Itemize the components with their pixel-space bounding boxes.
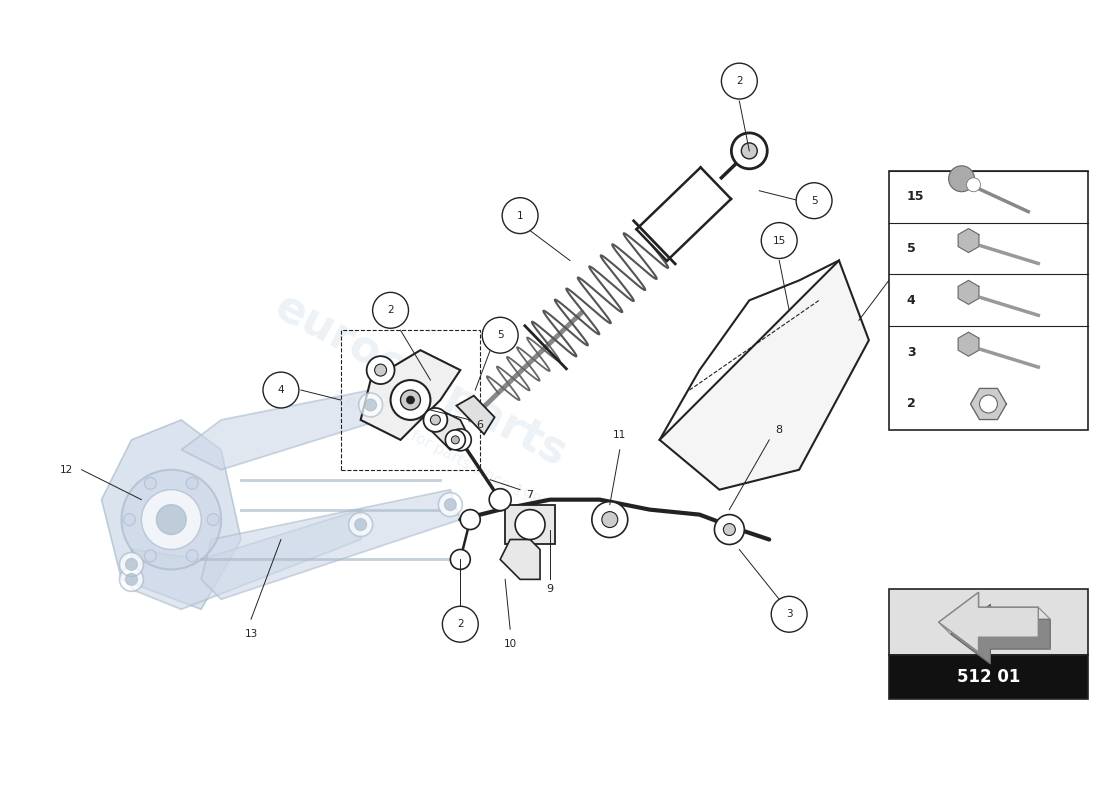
Circle shape [263, 372, 299, 408]
Circle shape [979, 395, 998, 413]
Circle shape [450, 550, 471, 570]
Text: 4: 4 [906, 294, 915, 307]
Circle shape [732, 133, 767, 169]
Circle shape [144, 550, 156, 562]
Circle shape [450, 429, 471, 451]
Circle shape [442, 606, 478, 642]
Text: 2: 2 [387, 306, 394, 315]
Text: 14: 14 [892, 266, 905, 275]
Polygon shape [660, 261, 869, 490]
Text: 10: 10 [504, 639, 517, 649]
Text: 8: 8 [776, 425, 783, 435]
Polygon shape [970, 389, 1007, 419]
Text: 11: 11 [613, 430, 626, 440]
Text: 512 01: 512 01 [957, 668, 1020, 686]
Circle shape [490, 489, 512, 510]
Circle shape [515, 510, 544, 539]
Text: 12: 12 [60, 465, 74, 474]
Text: eurocarparts: eurocarparts [267, 285, 574, 475]
Text: 15: 15 [772, 235, 785, 246]
Circle shape [207, 514, 219, 526]
Text: 6: 6 [476, 420, 484, 430]
Text: 2: 2 [736, 76, 743, 86]
Polygon shape [182, 390, 381, 470]
Circle shape [592, 502, 628, 538]
Bar [889, 590, 1088, 655]
Circle shape [503, 198, 538, 234]
Polygon shape [430, 410, 471, 450]
Text: a precision for parts since 1985: a precision for parts since 1985 [330, 386, 551, 514]
Circle shape [366, 356, 395, 384]
Polygon shape [938, 592, 1038, 652]
Circle shape [120, 553, 143, 576]
Circle shape [482, 318, 518, 353]
Circle shape [771, 596, 807, 632]
Circle shape [722, 63, 757, 99]
Circle shape [741, 143, 757, 159]
Circle shape [364, 399, 376, 411]
Circle shape [121, 470, 221, 570]
Text: 7: 7 [527, 490, 534, 500]
Circle shape [125, 574, 138, 586]
Text: 2: 2 [456, 619, 463, 630]
Text: 3: 3 [785, 610, 792, 619]
Polygon shape [950, 604, 1050, 664]
Circle shape [186, 478, 198, 490]
Polygon shape [500, 539, 540, 579]
Circle shape [724, 523, 736, 535]
Text: 2: 2 [906, 398, 915, 410]
Text: 5: 5 [906, 242, 915, 255]
Circle shape [123, 514, 135, 526]
Polygon shape [361, 350, 460, 440]
Text: 4: 4 [277, 385, 284, 395]
Text: 13: 13 [244, 629, 257, 639]
Polygon shape [938, 592, 1038, 652]
Bar [889, 655, 1088, 699]
Text: 3: 3 [906, 346, 915, 358]
Bar [505, 505, 556, 545]
Circle shape [186, 550, 198, 562]
Text: 9: 9 [547, 584, 553, 594]
Bar [889, 170, 1088, 430]
Circle shape [761, 222, 798, 258]
Circle shape [602, 512, 618, 527]
Text: 15: 15 [906, 190, 924, 203]
Polygon shape [958, 229, 979, 253]
Circle shape [349, 513, 373, 537]
Circle shape [125, 558, 138, 570]
Circle shape [375, 364, 386, 376]
Circle shape [407, 396, 415, 404]
Circle shape [390, 380, 430, 420]
Circle shape [451, 436, 460, 444]
Text: 5: 5 [497, 330, 504, 340]
Polygon shape [101, 420, 241, 610]
Circle shape [373, 292, 408, 328]
Bar [341, 330, 481, 470]
Circle shape [424, 408, 448, 432]
Circle shape [354, 518, 366, 530]
Circle shape [948, 166, 975, 192]
Circle shape [714, 514, 745, 545]
Polygon shape [132, 510, 361, 610]
Circle shape [460, 510, 481, 530]
Polygon shape [201, 490, 460, 599]
Circle shape [359, 393, 383, 417]
Text: 5: 5 [811, 196, 817, 206]
Text: 1: 1 [517, 210, 524, 221]
Circle shape [120, 567, 143, 591]
Circle shape [400, 390, 420, 410]
Circle shape [142, 490, 201, 550]
Circle shape [156, 505, 186, 534]
Circle shape [796, 182, 832, 218]
Circle shape [446, 430, 465, 450]
Polygon shape [456, 396, 495, 434]
Polygon shape [958, 281, 979, 304]
Circle shape [444, 498, 456, 510]
Polygon shape [958, 332, 979, 356]
Circle shape [144, 478, 156, 490]
Circle shape [439, 493, 462, 517]
Circle shape [430, 415, 440, 425]
Circle shape [967, 178, 980, 192]
